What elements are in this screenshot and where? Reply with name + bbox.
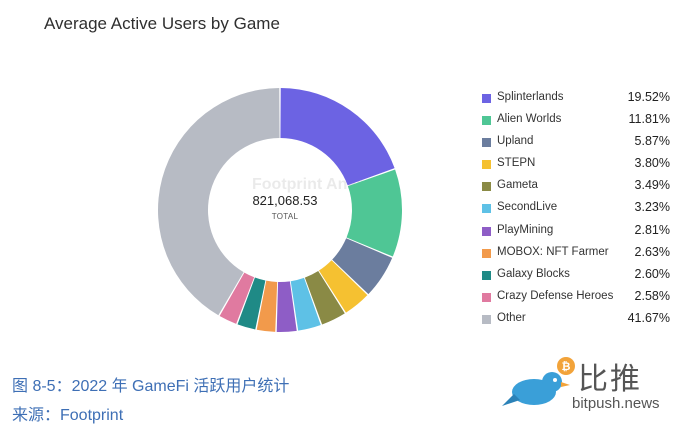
slice-splinterlands[interactable] — [280, 88, 395, 186]
legend-label: Other — [497, 311, 526, 324]
chart-title: Average Active Users by Game — [44, 14, 280, 33]
legend-item[interactable]: MOBOX: NFT Farmer 2.63% — [482, 243, 682, 265]
legend-swatch — [482, 270, 491, 280]
svg-text:₿: ₿ — [562, 360, 571, 373]
slice-other[interactable] — [158, 88, 280, 316]
figure-caption: 图 8-5：2022 年 GameFi 活跃用户统计 — [12, 378, 290, 395]
legend-item[interactable]: SecondLive 3.23% — [482, 198, 682, 220]
slice-secondlive[interactable] — [290, 277, 321, 331]
slice-crazy-defense-heroes[interactable] — [219, 272, 255, 324]
legend-swatch — [482, 116, 491, 126]
legend-item[interactable]: Other 41.67% — [482, 309, 682, 331]
legend-percent: 3.49% — [634, 178, 670, 193]
slice-gameta[interactable] — [304, 271, 345, 325]
slice-stepn[interactable] — [318, 260, 368, 313]
legend-percent: 2.81% — [634, 222, 670, 237]
legend-swatch — [482, 314, 491, 324]
legend-item[interactable]: STEPN 3.80% — [482, 154, 682, 176]
legend-label: MOBOX: NFT Farmer — [497, 245, 609, 258]
slice-upland[interactable] — [332, 238, 393, 295]
legend-swatch — [482, 204, 491, 214]
legend-swatch — [482, 248, 491, 258]
slice-mobox-nft-farmer[interactable] — [256, 280, 278, 332]
legend-label: Gameta — [497, 179, 538, 192]
legend-item[interactable]: Splinterlands 19.52% — [482, 88, 682, 110]
slice-galaxy-blocks[interactable] — [237, 277, 266, 330]
legend-item[interactable]: Galaxy Blocks 2.60% — [482, 265, 682, 287]
legend-label: Crazy Defense Heroes — [497, 289, 614, 302]
bitpush-bird-logo: ₿ — [502, 357, 575, 406]
legend-label: Alien Worlds — [497, 113, 562, 126]
legend-item[interactable]: Upland 5.87% — [482, 132, 682, 154]
legend-item[interactable]: PlayMining 2.81% — [482, 221, 682, 243]
legend-item[interactable]: Gameta 3.49% — [482, 176, 682, 198]
donut-chart — [158, 88, 402, 332]
legend-swatch — [482, 226, 491, 236]
legend-label: SecondLive — [497, 201, 558, 214]
legend-percent: 3.80% — [634, 156, 670, 171]
total-label: TOTAL — [271, 212, 299, 221]
bitpush-logo-text: 比推 — [578, 363, 642, 396]
legend-label: Galaxy Blocks — [497, 267, 570, 280]
legend-swatch — [482, 160, 491, 170]
bitpush-logo-url: bitpush.news — [572, 395, 660, 412]
legend-swatch — [482, 94, 491, 103]
legend: Splinterlands 19.52% Alien Worlds 11.81% Upl… — [482, 88, 682, 331]
legend-swatch — [482, 292, 491, 302]
legend-percent: 11.81% — [628, 112, 670, 127]
legend-swatch — [482, 138, 491, 148]
legend-percent: 41.67% — [627, 310, 670, 325]
legend-percent: 3.23% — [634, 200, 670, 215]
legend-label: STEPN — [497, 157, 536, 170]
legend-label: Upland — [497, 135, 534, 148]
slice-alien-worlds[interactable] — [346, 169, 402, 257]
legend-percent: 19.52% — [627, 90, 670, 104]
legend-percent: 2.58% — [634, 288, 670, 303]
legend-item[interactable]: Alien Worlds 11.81% — [482, 110, 682, 132]
legend-label: Splinterlands — [497, 91, 564, 103]
legend-percent: 2.63% — [634, 244, 670, 259]
slice-playmining[interactable] — [276, 281, 297, 332]
legend-percent: 5.87% — [634, 134, 670, 149]
legend-swatch — [482, 182, 491, 192]
figure-source: 来源：Footprint — [12, 407, 124, 424]
total-value: 821,068.53 — [252, 193, 318, 208]
legend-label: PlayMining — [497, 223, 554, 236]
legend-percent: 2.60% — [634, 266, 670, 281]
legend-item[interactable]: Crazy Defense Heroes 2.58% — [482, 287, 682, 309]
